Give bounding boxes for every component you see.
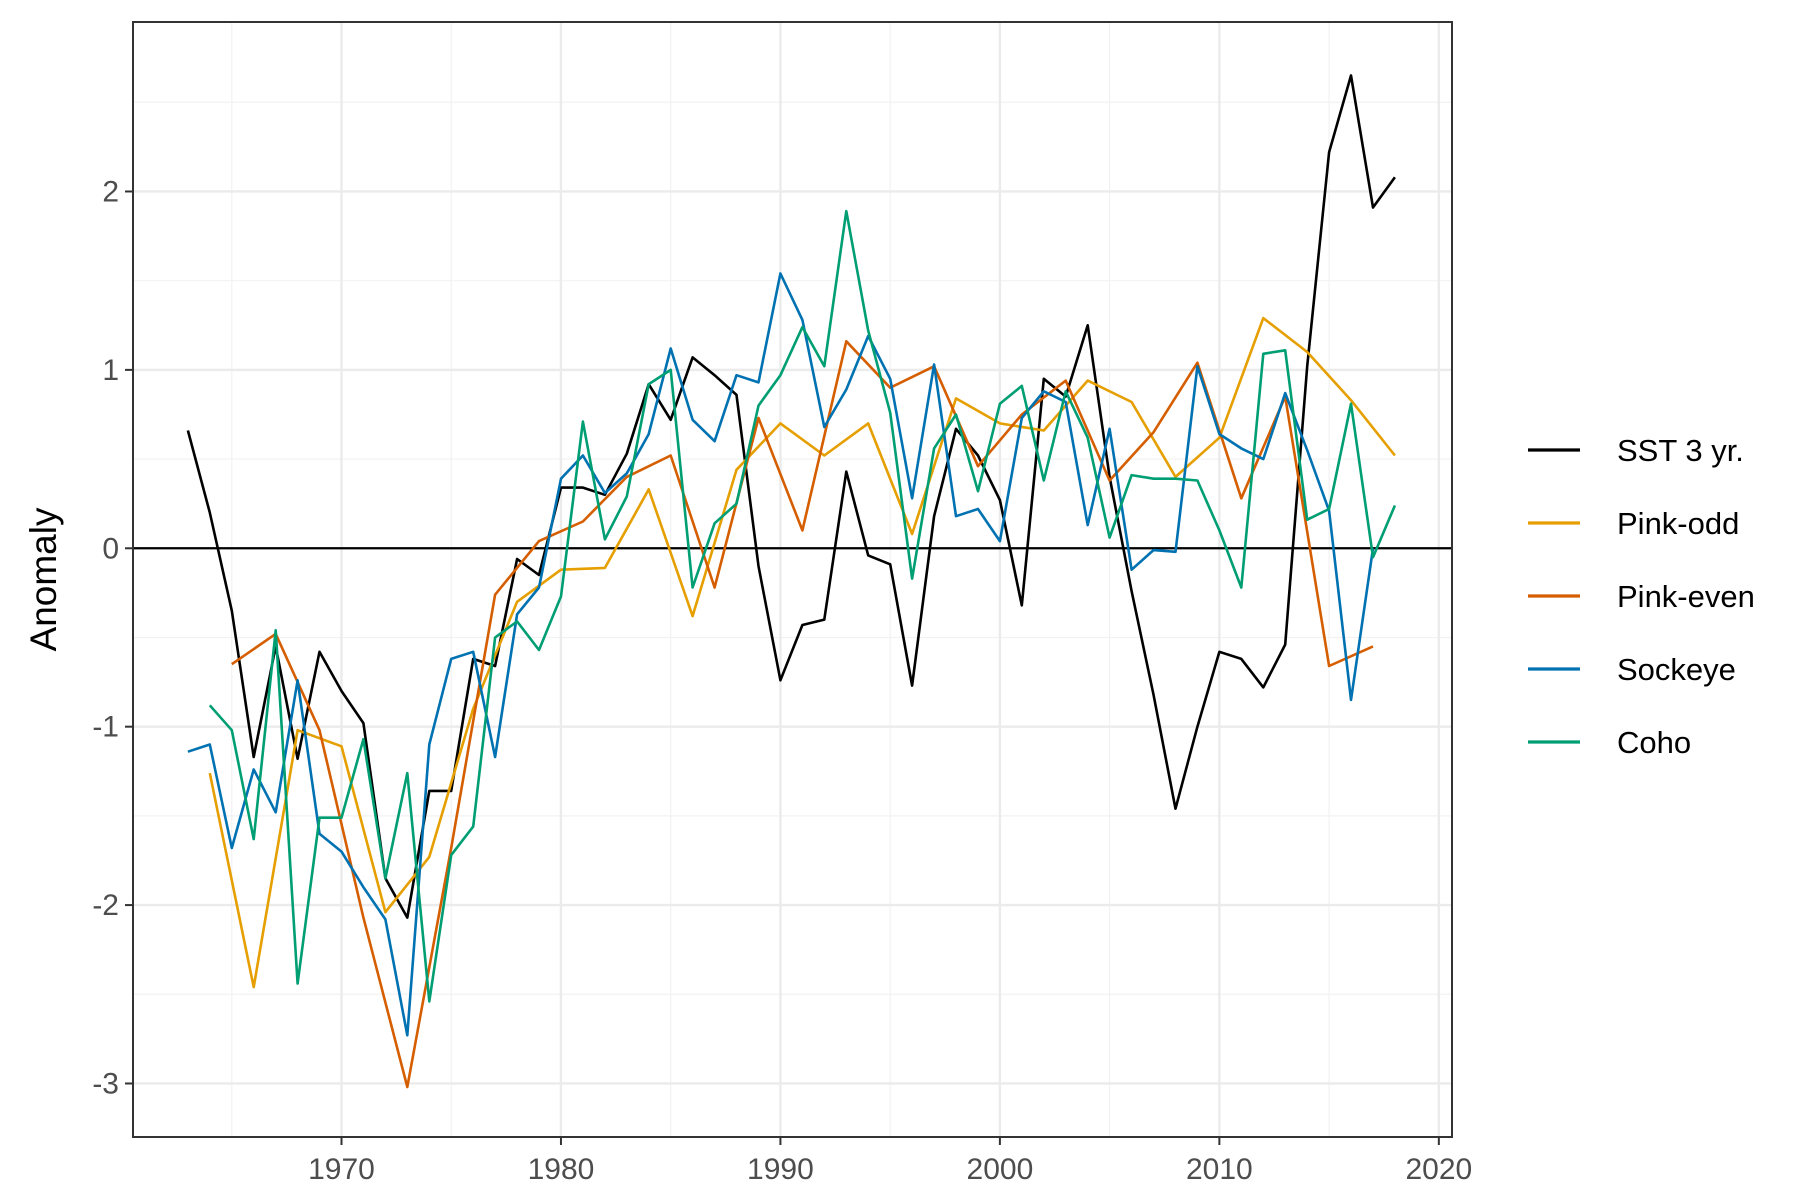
series-line-pink-even xyxy=(231,339,1374,1089)
y-tick-label: -1 xyxy=(92,711,119,744)
series-line-sockeye xyxy=(187,272,1375,1037)
y-tick-label: 0 xyxy=(102,532,119,565)
x-tick-label: 1980 xyxy=(528,1153,595,1186)
y-tick-label: 2 xyxy=(102,175,119,208)
y-axis-title: Anomaly xyxy=(23,507,64,651)
x-tick-label: 1970 xyxy=(308,1153,375,1186)
series-line-pink-odd xyxy=(208,316,1396,989)
y-tick-label: -2 xyxy=(92,889,119,922)
series-line-sst-3-yr xyxy=(186,74,1396,919)
x-tick-label: 2010 xyxy=(1186,1153,1253,1186)
panel-background xyxy=(133,22,1452,1137)
legend-label-coho: Coho xyxy=(1617,725,1691,760)
grid-layer xyxy=(133,22,1452,1137)
legend-label-pink-odd: Pink-odd xyxy=(1617,506,1739,541)
legend-label-sockeye: Sockeye xyxy=(1617,652,1736,687)
y-tick-label: 1 xyxy=(102,354,119,387)
axes-layer: 1970 1980 1990 2000 2010 2020 -3 -2 -1 0 1 2 xyxy=(92,175,1472,1186)
legend-label-sst-3-yr: SST 3 yr. xyxy=(1617,433,1744,468)
panel-border xyxy=(132,21,1453,1138)
y-tick-label: -3 xyxy=(92,1067,119,1100)
series-line-coho xyxy=(208,209,1397,1003)
series-layer xyxy=(133,74,1452,1089)
legend-label-pink-even: Pink-even xyxy=(1617,579,1755,614)
legend: SST 3 yr. Pink-odd Pink-even Sockeye Coho xyxy=(1528,433,1755,760)
x-tick-label: 2020 xyxy=(1405,1153,1472,1186)
x-tick-label: 1990 xyxy=(747,1153,814,1186)
x-tick-label: 2000 xyxy=(967,1153,1034,1186)
